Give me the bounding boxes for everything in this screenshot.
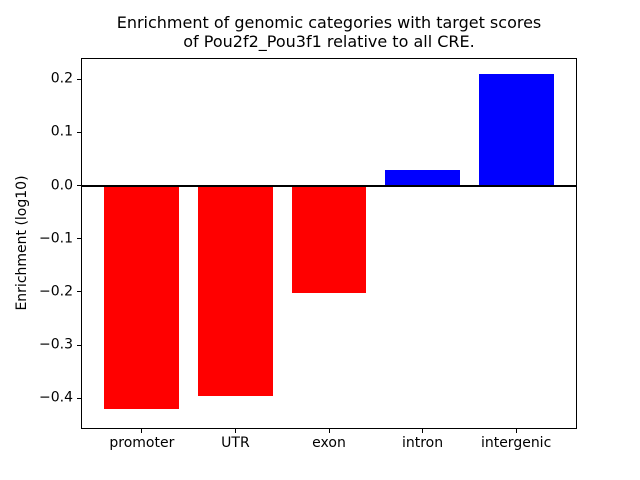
bar-promoter [104, 185, 180, 409]
y-axis-tick-mark [77, 131, 81, 133]
y-axis-tick-mark [77, 185, 81, 187]
x-axis-tick-label-exon: exon [312, 435, 346, 451]
y-axis-tick-label: −0.1 [39, 230, 73, 247]
y-axis-tick-label: 0.1 [50, 124, 73, 141]
bar-exon [291, 185, 367, 294]
bar-intron [385, 170, 460, 186]
x-axis-tick-mark [515, 429, 517, 433]
x-axis-tick-label-intergenic: intergenic [480, 435, 552, 451]
y-axis-tick-label: −0.2 [39, 283, 73, 300]
bar-UTR [198, 185, 273, 396]
chart-title-line-2: of Pou2f2_Pou3f1 relative to all CRE. [183, 32, 475, 51]
y-axis-tick-label: −0.4 [39, 389, 73, 406]
zero-baseline [82, 184, 576, 187]
x-axis-tick-mark [234, 429, 236, 433]
y-axis-tick-mark [77, 238, 81, 240]
x-axis-tick-mark [422, 429, 424, 433]
x-axis-tick-label-promoter: promoter [109, 435, 175, 451]
y-axis-tick-label: 0.0 [50, 177, 73, 194]
y-axis-tick-label: 0.2 [50, 70, 73, 87]
y-axis-tick-mark [77, 397, 81, 399]
chart-title: Enrichment of genomic categories with ta… [81, 13, 577, 51]
chart-title-line-1: Enrichment of genomic categories with ta… [116, 13, 542, 32]
y-axis-tick-mark [77, 344, 81, 346]
y-axis-tick-label: −0.3 [39, 336, 73, 353]
y-axis-tick-mark [77, 291, 81, 293]
x-axis-tick-label-UTR: UTR [221, 435, 250, 451]
y-axis-tick-mark [77, 78, 81, 80]
y-axis-label: Enrichment (log10) [14, 175, 30, 311]
x-axis-tick-mark [141, 429, 143, 433]
bar-intergenic [478, 74, 554, 186]
x-axis-tick-mark [328, 429, 330, 433]
plot-area: 0.2 0.1 0.0 −0.1 −0.2 −0.3 −0.4 promoter UTR exon… [39, 58, 577, 451]
x-axis-tick-label-intron: intron [401, 435, 444, 451]
